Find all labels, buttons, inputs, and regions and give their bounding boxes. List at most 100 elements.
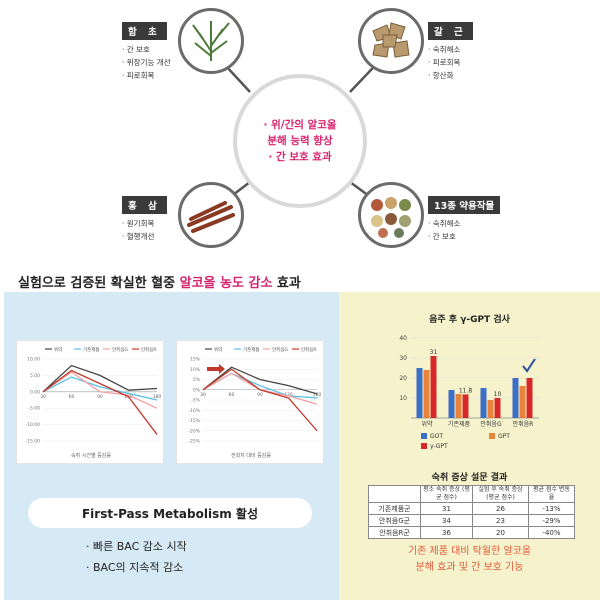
x-tick-label: 180 [153, 394, 162, 400]
gpt-survey-panel: 음주 후 γ-GPT 검사 40 30 20 10 위약 기존제품 안취음G 안취음R 31 11… [339, 292, 600, 600]
legend-label: 안취음R [301, 346, 317, 353]
center-line-3: · 간 보호 효과 [268, 151, 332, 163]
herb-name-glasswort: 함 초 [122, 22, 167, 40]
benefit-item: · 숙취해소 [428, 219, 461, 228]
ingredient-diagram: · 위/간의 알코올 분해 능력 향상 · 간 보호 효과 함 초 · 간 보호… [0, 0, 600, 255]
chart-caption: 전회차 대비 증감률 [231, 452, 271, 459]
table-cell: 20 [472, 526, 529, 539]
bar-γ-GPT [526, 378, 533, 418]
bar-GPT [455, 394, 462, 418]
x-tick-label: 180 [313, 392, 322, 398]
table-cell: 안취음G군 [368, 514, 421, 527]
medicinal-crops-benefits: · 숙취해소 · 간 보호 [428, 217, 460, 243]
table-cell: 23 [472, 514, 529, 527]
y-tick-label: 0.00 [30, 389, 40, 395]
bar-GOT [448, 390, 455, 418]
legend-label: γ-GPT [430, 443, 448, 450]
herb-name-13-medicinal-crops: 13종 약용작물 [428, 196, 501, 214]
category-label: 기존제품 [448, 420, 471, 428]
hangover-time-chart-svg: 위약 기존제품 안취음G 안취음R 10.00 5.00 0.00 -5.00 -10.00 -1… [25, 346, 162, 459]
survey-header-cell [368, 485, 421, 503]
benefit-item: · 위장기능 개선 [122, 58, 171, 67]
benefit-item: · 피로회복 [428, 58, 461, 67]
table-cell: 31 [420, 502, 473, 515]
herb-name-kudzu: 갈 근 [428, 22, 473, 40]
benefit-item: · 원기회복 [122, 219, 155, 228]
y-tick-label: -15% [188, 418, 200, 424]
data-label: 10 [494, 391, 502, 398]
bar-GOT [512, 378, 519, 418]
category-label: 안취음G [480, 420, 502, 428]
bar-γ-GPT [430, 356, 437, 418]
survey-title: 숙취 증상 설문 결과 [431, 473, 508, 483]
bar-GPT [487, 400, 494, 418]
x-tick-label: 60 [69, 394, 75, 400]
kudzu-root-image [358, 8, 424, 74]
bar-γ-GPT [462, 394, 469, 418]
legend-swatch [489, 433, 495, 439]
legend-swatch [421, 433, 427, 439]
survey-table: 평소 숙취 증상 (평균 점수) 실험 후 숙취 증상 (평균 점수) 평균 점… [368, 485, 575, 539]
previous-round-chart-svg: 위약 기존제품 안취음G 안취음R 15% 10% 5% 0% -5% -10% -15% -20% -… [188, 346, 322, 459]
gpt-bar-chart: 40 30 20 10 위약 기존제품 안취음G 안취음R 31 11.8 10 GOT GPT γ-GP… [399, 335, 539, 450]
bar-GOT [480, 388, 487, 418]
y-tick-label: -20% [188, 428, 200, 434]
medicinal-herbs-image [358, 182, 424, 248]
data-label: 11.8 [459, 387, 473, 394]
bac-bullet: · 빠른 BAC 감소 시작 [86, 540, 187, 553]
legend-label: 안취음R [141, 346, 157, 353]
table-cell: -40% [528, 526, 575, 539]
survey-header-row: 평소 숙취 증상 (평균 점수) 실험 후 숙취 증상 (평균 점수) 평균 점… [368, 485, 575, 503]
y-tick-label: 10.00 [27, 357, 40, 363]
benefit-item: · 혈행개선 [122, 232, 155, 241]
x-tick-label: 120 [284, 392, 293, 398]
conclusion-line: 분해 효과 및 간 보호 기능 [415, 562, 524, 573]
y-tick-label: -25% [188, 439, 200, 445]
table-cell: 36 [420, 526, 473, 539]
bar-γ-GPT [494, 398, 501, 418]
x-tick-label: 30 [200, 392, 206, 398]
series-line-기존제품 [42, 376, 158, 401]
table-cell: -13% [528, 502, 575, 515]
category-label: 안취음R [513, 420, 534, 428]
legend-swatch [421, 443, 427, 449]
gpt-chart-title: 음주 후 γ-GPT 검사 [429, 315, 510, 325]
survey-header-cell: 평소 숙취 증상 (평균 점수) [420, 485, 473, 503]
red-arrow-icon [207, 364, 225, 374]
table-cell: 26 [472, 502, 529, 515]
glasswort-image [178, 8, 244, 74]
benefit-item: · 간 보호 [122, 45, 150, 54]
series-line-안취음R [42, 369, 158, 435]
bac-bullet: · BAC의 지속적 감소 [86, 561, 184, 574]
survey-header-cell: 실험 후 숙취 증상 (평균 점수) [472, 485, 529, 503]
table-cell: 기존제품군 [368, 502, 421, 515]
survey-header-cell: 평균 점수 변동율 [528, 485, 575, 503]
bar-GPT [423, 370, 430, 418]
y-tick-label: -10.00 [25, 422, 40, 428]
data-label: 31 [430, 349, 438, 356]
y-tick-label: 10% [190, 367, 201, 373]
center-line-2: 분해 능력 향상 [267, 135, 333, 147]
red-ginseng-benefits: · 원기회복 · 혈행개선 [122, 217, 154, 243]
benefit-item: · 간 보호 [428, 232, 456, 241]
center-effects-circle: · 위/간의 알코올 분해 능력 향상 · 간 보호 효과 [233, 74, 367, 208]
legend-label: 위약 [214, 346, 222, 353]
legend-label: 기존제품 [83, 346, 100, 353]
y-tick-label: 30 [399, 355, 407, 362]
title-highlight: 알코올 농도 감소 [179, 276, 273, 291]
y-tick-label: 5.00 [30, 373, 40, 379]
check-mark-icon [522, 358, 536, 373]
x-tick-label: 90 [97, 394, 103, 400]
glasswort-benefits: · 간 보호 · 위장기능 개선 · 피로회복 [122, 43, 171, 82]
category-label: 위약 [421, 420, 433, 428]
red-ginseng-image [178, 182, 244, 248]
legend-label: 안취음G [272, 346, 288, 353]
legend-label: 기존제품 [243, 346, 260, 353]
x-tick-label: 30 [40, 394, 46, 400]
bar-GOT [416, 368, 423, 418]
table-cell: 34 [420, 514, 473, 527]
benefit-item: · 피로회복 [122, 71, 155, 80]
bac-results-panel: 위약 기존제품 안취음G 안취음R 10.00 5.00 0.00 -5.00 -10.00 -1… [4, 292, 339, 600]
bac-bullets: · 빠른 BAC 감소 시작 · BAC의 지속적 감소 [86, 536, 187, 578]
series-line-위약 [42, 364, 158, 393]
